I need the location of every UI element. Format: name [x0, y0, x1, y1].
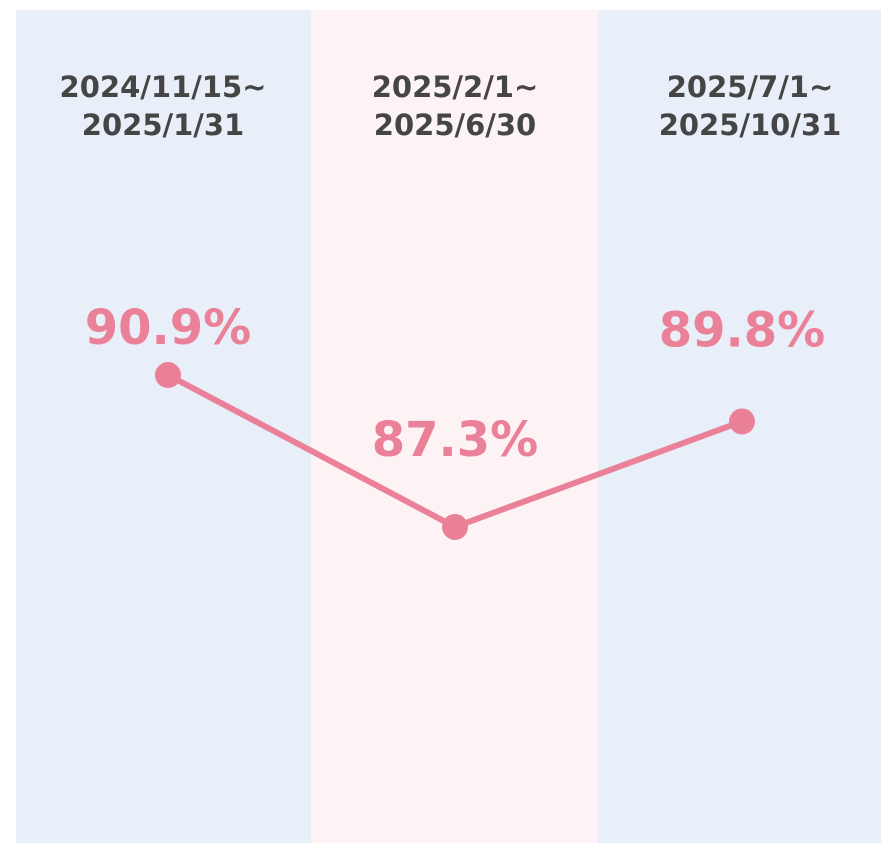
- value-label: 90.9%: [85, 300, 252, 356]
- point: [442, 513, 468, 540]
- period-label: 2024/11/15~ 2025/1/31: [59, 70, 267, 142]
- value-label: 89.8%: [659, 302, 826, 358]
- point: [155, 362, 181, 389]
- point: [729, 408, 755, 435]
- period-label: 2025/2/1~ 2025/6/30: [371, 70, 539, 142]
- value-label: 87.3%: [372, 412, 539, 468]
- period-band: [311, 10, 598, 843]
- period-label: 2025/7/1~ 2025/10/31: [658, 70, 842, 142]
